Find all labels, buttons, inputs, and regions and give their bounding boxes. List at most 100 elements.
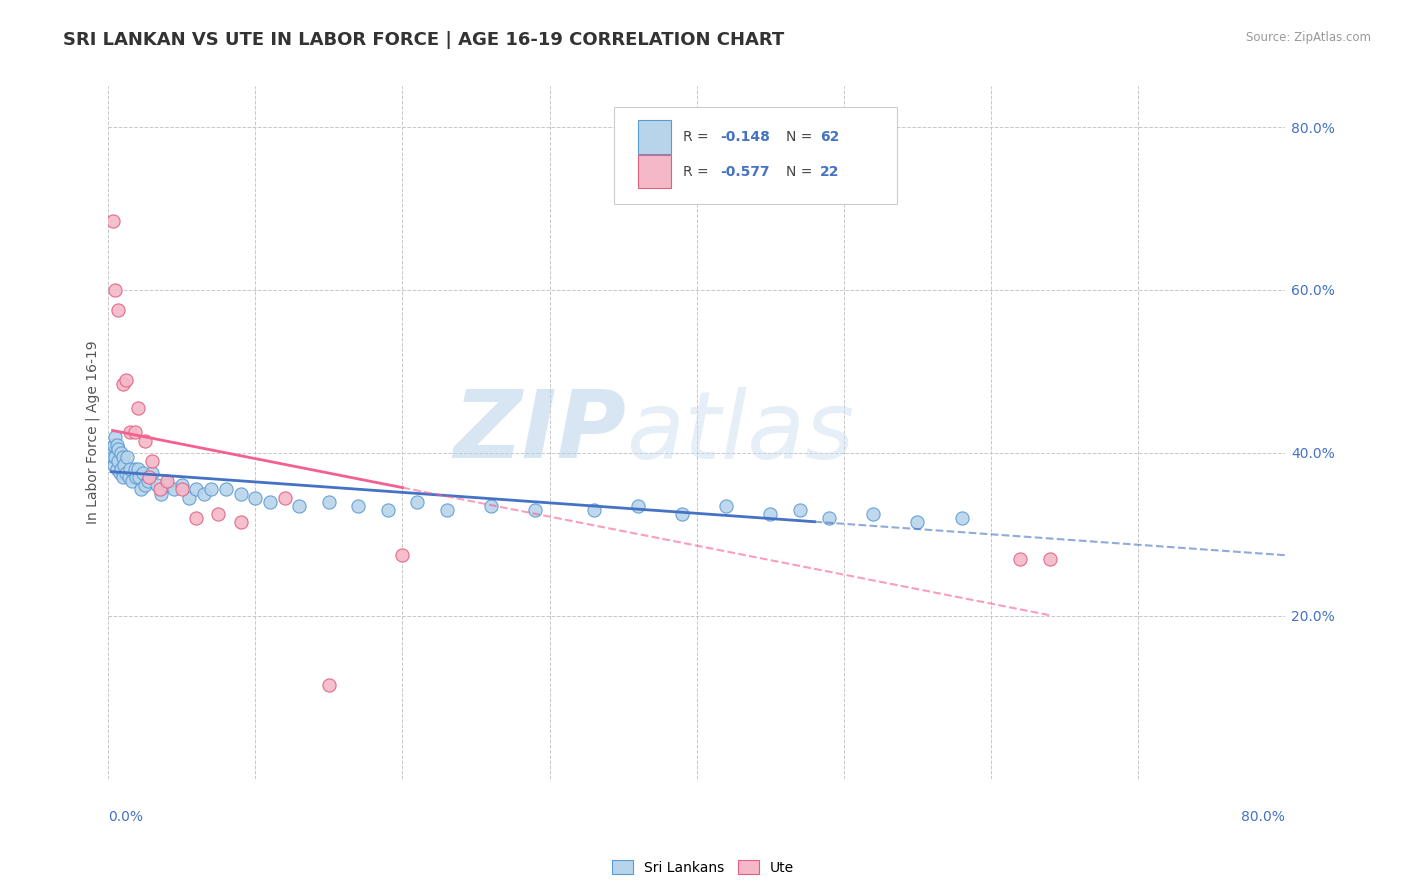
Point bbox=[124, 462, 146, 476]
Text: R =: R = bbox=[682, 130, 713, 144]
Point bbox=[229, 515, 252, 529]
Point bbox=[125, 470, 148, 484]
Point bbox=[215, 483, 238, 497]
Point bbox=[789, 503, 811, 517]
Point bbox=[111, 376, 134, 391]
Point bbox=[110, 462, 132, 476]
Point bbox=[186, 511, 208, 525]
Point bbox=[101, 213, 124, 227]
Text: N =: N = bbox=[786, 130, 817, 144]
Point bbox=[163, 483, 186, 497]
Point bbox=[120, 425, 142, 440]
Point bbox=[110, 446, 132, 460]
Text: atlas: atlas bbox=[626, 387, 855, 478]
Point bbox=[907, 515, 929, 529]
Text: 0.0%: 0.0% bbox=[108, 810, 143, 823]
FancyBboxPatch shape bbox=[638, 155, 671, 188]
Text: 22: 22 bbox=[820, 164, 839, 178]
Point bbox=[136, 475, 159, 489]
Point bbox=[523, 503, 546, 517]
Point bbox=[145, 478, 167, 492]
Text: -0.148: -0.148 bbox=[720, 130, 770, 144]
Point bbox=[108, 466, 131, 480]
Point bbox=[759, 507, 782, 521]
Point bbox=[149, 483, 172, 497]
Point bbox=[118, 470, 141, 484]
Point bbox=[101, 450, 124, 464]
Point bbox=[100, 442, 122, 456]
Point bbox=[114, 372, 136, 386]
Point bbox=[104, 450, 127, 464]
Point bbox=[229, 486, 252, 500]
Point bbox=[103, 458, 125, 472]
Point bbox=[150, 486, 173, 500]
Point bbox=[714, 499, 737, 513]
Point bbox=[288, 499, 311, 513]
Point bbox=[170, 483, 193, 497]
Point bbox=[436, 503, 458, 517]
Point bbox=[103, 438, 125, 452]
Text: ZIP: ZIP bbox=[453, 386, 626, 478]
Point bbox=[129, 483, 152, 497]
Point bbox=[112, 458, 135, 472]
Point bbox=[111, 470, 134, 484]
Point bbox=[193, 486, 215, 500]
Point bbox=[391, 548, 413, 562]
Point bbox=[101, 446, 124, 460]
Point bbox=[134, 478, 156, 492]
Point bbox=[950, 511, 973, 525]
Point bbox=[273, 491, 295, 505]
Point bbox=[121, 475, 143, 489]
Point bbox=[104, 283, 127, 297]
Point bbox=[117, 450, 139, 464]
Point bbox=[156, 478, 179, 492]
Point bbox=[132, 466, 155, 480]
Point bbox=[862, 507, 884, 521]
Point bbox=[107, 303, 129, 318]
Point bbox=[347, 499, 370, 513]
Point bbox=[111, 450, 134, 464]
Text: N =: N = bbox=[786, 164, 817, 178]
Point bbox=[377, 503, 399, 517]
Point bbox=[156, 475, 179, 489]
Point bbox=[141, 466, 163, 480]
Point bbox=[107, 442, 129, 456]
Point bbox=[318, 678, 340, 692]
Point bbox=[1010, 551, 1032, 566]
Point bbox=[177, 491, 200, 505]
Point bbox=[138, 470, 160, 484]
Point bbox=[105, 438, 128, 452]
Text: R =: R = bbox=[682, 164, 713, 178]
Point bbox=[406, 494, 429, 508]
Point bbox=[318, 494, 340, 508]
Point bbox=[582, 503, 605, 517]
Point bbox=[207, 507, 229, 521]
Point bbox=[479, 499, 502, 513]
Y-axis label: In Labor Force | Age 16-19: In Labor Force | Age 16-19 bbox=[86, 341, 100, 524]
Text: 80.0%: 80.0% bbox=[1241, 810, 1285, 823]
Point bbox=[818, 511, 841, 525]
Point bbox=[105, 462, 128, 476]
Point bbox=[671, 507, 693, 521]
Text: -0.577: -0.577 bbox=[720, 164, 770, 178]
Point bbox=[259, 494, 281, 508]
Point bbox=[134, 434, 156, 448]
Point bbox=[1039, 551, 1062, 566]
Point bbox=[141, 454, 163, 468]
Point bbox=[186, 483, 208, 497]
FancyBboxPatch shape bbox=[614, 107, 897, 204]
Point bbox=[170, 478, 193, 492]
Point bbox=[114, 466, 136, 480]
Text: Source: ZipAtlas.com: Source: ZipAtlas.com bbox=[1246, 31, 1371, 45]
Point bbox=[128, 470, 150, 484]
Point bbox=[245, 491, 267, 505]
Point bbox=[107, 454, 129, 468]
FancyBboxPatch shape bbox=[638, 120, 671, 153]
Text: 62: 62 bbox=[820, 130, 839, 144]
Point bbox=[127, 462, 149, 476]
Point bbox=[104, 429, 127, 443]
Point bbox=[200, 483, 222, 497]
Point bbox=[127, 401, 149, 415]
Point bbox=[124, 425, 146, 440]
Point bbox=[627, 499, 650, 513]
